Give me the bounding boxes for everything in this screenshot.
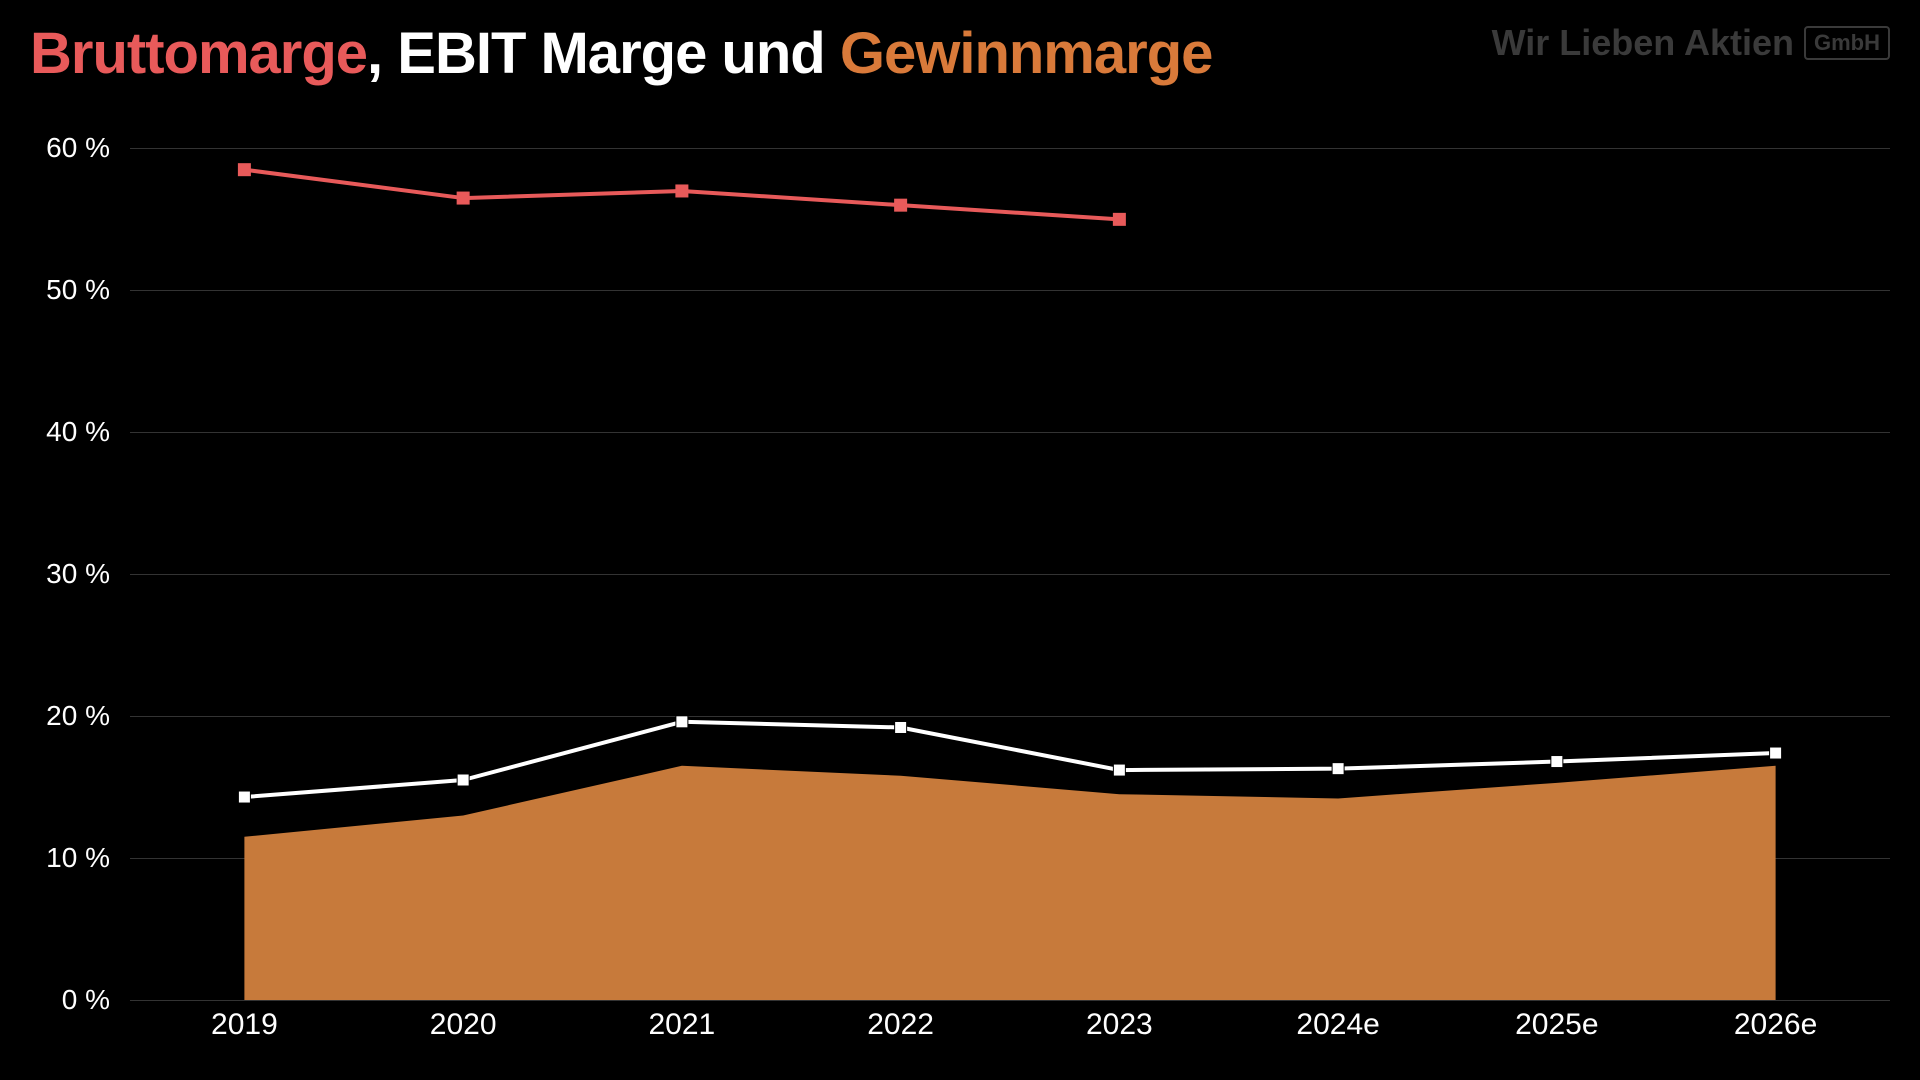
marker	[895, 721, 907, 733]
marker	[676, 716, 688, 728]
y-tick-label: 0 %	[62, 984, 110, 1016]
y-tick-label: 50 %	[46, 274, 110, 306]
marker	[676, 185, 688, 197]
plot-area	[130, 120, 1890, 1000]
x-tick-label: 2021	[649, 1008, 716, 1042]
watermark-suffix: GmbH	[1804, 26, 1890, 60]
y-tick-label: 60 %	[46, 132, 110, 164]
chart-container: Bruttomarge, EBIT Marge und Gewinnmarge …	[0, 0, 1920, 1080]
marker	[238, 791, 250, 803]
title-part: Gewinnmarge	[840, 21, 1213, 86]
marker	[1113, 213, 1125, 225]
plot-svg	[130, 120, 1890, 1000]
y-tick-label: 10 %	[46, 842, 110, 874]
chart-title: Bruttomarge, EBIT Marge und Gewinnmarge	[30, 20, 1212, 87]
watermark-text: Wir Lieben Aktien	[1492, 22, 1794, 64]
marker	[1551, 756, 1563, 768]
y-tick-label: 40 %	[46, 416, 110, 448]
watermark: Wir Lieben Aktien GmbH	[1492, 22, 1890, 64]
y-tick-label: 20 %	[46, 700, 110, 732]
x-tick-label: 2022	[867, 1008, 934, 1042]
marker	[238, 164, 250, 176]
marker	[1770, 747, 1782, 759]
x-tick-label: 2024e	[1296, 1008, 1379, 1042]
marker	[457, 774, 469, 786]
x-tick-label: 2025e	[1515, 1008, 1598, 1042]
marker	[895, 199, 907, 211]
y-tick-label: 30 %	[46, 558, 110, 590]
x-tick-label: 2020	[430, 1008, 497, 1042]
title-part: Bruttomarge	[30, 21, 367, 86]
x-tick-label: 2026e	[1734, 1008, 1817, 1042]
x-axis: 2019 2020 2021 2022 2023 2024e 2025e 2026e	[130, 1000, 1890, 1050]
x-tick-label: 2019	[211, 1008, 278, 1042]
marker	[457, 192, 469, 204]
y-axis: 0 %10 %20 %30 %40 %50 %60 %	[30, 120, 120, 1000]
marker	[1113, 764, 1125, 776]
x-tick-label: 2023	[1086, 1008, 1153, 1042]
marker	[1332, 763, 1344, 775]
title-part: EBIT Marge und	[397, 21, 840, 86]
area-series-Gewinnmarge	[244, 766, 1775, 1000]
title-part: ,	[367, 21, 397, 86]
chart-area: 0 % 10 % 20 % 30 % 40 % 50 % 60 % 2019 2020 2021…	[30, 120, 1890, 1050]
